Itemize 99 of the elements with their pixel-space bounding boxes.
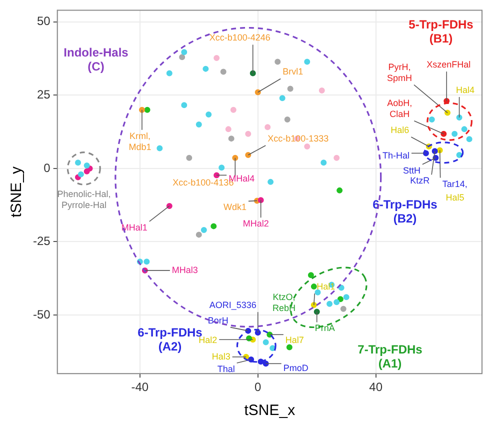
annotation: 7-Trp-FDHs (A1): [358, 342, 423, 370]
point: [287, 86, 294, 92]
point: [304, 143, 310, 150]
annotation: Indole-Hals (C): [64, 45, 129, 74]
annotation: 5-Trp-FDHs (B1): [408, 17, 474, 46]
point: [337, 296, 344, 302]
point: [314, 289, 321, 296]
annotation: Tar14,: [442, 178, 468, 189]
point: [181, 49, 188, 56]
x-tick-label: 40: [369, 380, 383, 394]
point: [274, 58, 281, 65]
point: [210, 223, 217, 230]
point: [232, 154, 238, 161]
x-tick-label: -40: [131, 380, 149, 394]
point: [200, 227, 207, 233]
point: [206, 112, 212, 118]
annotation: Xcc-b100-1333: [268, 133, 329, 144]
annotation: Thal: [217, 364, 235, 374]
point: [452, 130, 458, 137]
annotation: Hal2: [198, 335, 218, 346]
point: [214, 172, 220, 178]
point: [156, 145, 163, 152]
point: [179, 54, 186, 60]
point: [320, 160, 327, 166]
point: [286, 344, 292, 350]
annotation: Hal7: [285, 335, 304, 346]
point: [225, 126, 232, 132]
point: [466, 136, 472, 142]
point: [264, 124, 271, 130]
annotation: Th-Hal: [382, 150, 410, 161]
annotation: AORI_5336: [209, 300, 256, 310]
point: [340, 306, 346, 312]
point: [166, 202, 172, 209]
point: [268, 178, 274, 185]
annotation: Hal1: [316, 282, 336, 292]
point: [310, 284, 317, 290]
annotation: Hal4: [456, 84, 475, 95]
annotation: PmoD: [283, 363, 309, 374]
y-tick-label: 0: [44, 160, 51, 175]
point: [181, 102, 188, 108]
annotation: MHal2: [242, 218, 269, 229]
annotation: MHal1: [121, 222, 148, 232]
point: [326, 300, 333, 307]
point: [343, 294, 350, 300]
annotation: 6-Trp-FDHs (B2): [372, 197, 438, 226]
point: [166, 70, 172, 76]
point: [262, 339, 269, 346]
point: [334, 154, 340, 161]
point: [336, 187, 343, 194]
annotation: Krml, Mdb1: [128, 130, 152, 152]
point: [334, 299, 340, 306]
annotation: PyrH, SpmH: [386, 62, 412, 83]
annotation: Wdk1: [223, 202, 246, 212]
point: [218, 164, 225, 171]
point: [196, 121, 202, 128]
annotation: MHal3: [172, 264, 198, 275]
point: [74, 160, 81, 166]
annotation: Hal3: [212, 351, 230, 362]
point: [461, 126, 468, 132]
point: [456, 114, 462, 120]
point: [245, 130, 252, 137]
y-tick-label: -50: [33, 307, 51, 322]
annotation: Phenolic-Hal, Pyrrole-Hal: [57, 188, 111, 210]
point: [254, 89, 261, 96]
annotation: Hal5: [446, 192, 464, 202]
point: [78, 171, 84, 178]
point: [432, 148, 438, 154]
point: [318, 88, 325, 94]
annotation: SttH: [402, 165, 420, 176]
y-tick-label: 50: [36, 14, 51, 28]
point: [440, 130, 447, 137]
point: [220, 68, 226, 75]
y-tick-label: -25: [33, 234, 51, 248]
point: [196, 232, 202, 238]
y-tick-label: 25: [36, 88, 51, 102]
point: [304, 58, 310, 65]
point: [308, 272, 314, 278]
point: [279, 95, 286, 102]
point: [258, 197, 264, 204]
annotation: Hal6: [390, 124, 410, 135]
annotation: KtzO, RebH: [272, 292, 296, 313]
point: [230, 106, 236, 113]
annotation: KtzR: [410, 176, 430, 186]
annotation: AobH, ClaH: [387, 98, 412, 119]
point: [186, 154, 192, 161]
point: [84, 162, 90, 169]
x-tick-label: 0: [254, 380, 262, 394]
annotation: Brvl1: [282, 66, 304, 77]
point: [214, 54, 220, 61]
point: [202, 66, 209, 72]
point: [284, 116, 290, 123]
point: [228, 136, 234, 142]
point: [144, 258, 150, 265]
x-axis-title: tSNE_x: [244, 402, 296, 420]
annotation: XszenFHal: [426, 60, 471, 70]
annotation: Xcc-b100-4246: [209, 32, 270, 43]
point: [144, 106, 150, 113]
point: [428, 116, 435, 123]
y-axis-title: tSNE_y: [8, 166, 26, 218]
